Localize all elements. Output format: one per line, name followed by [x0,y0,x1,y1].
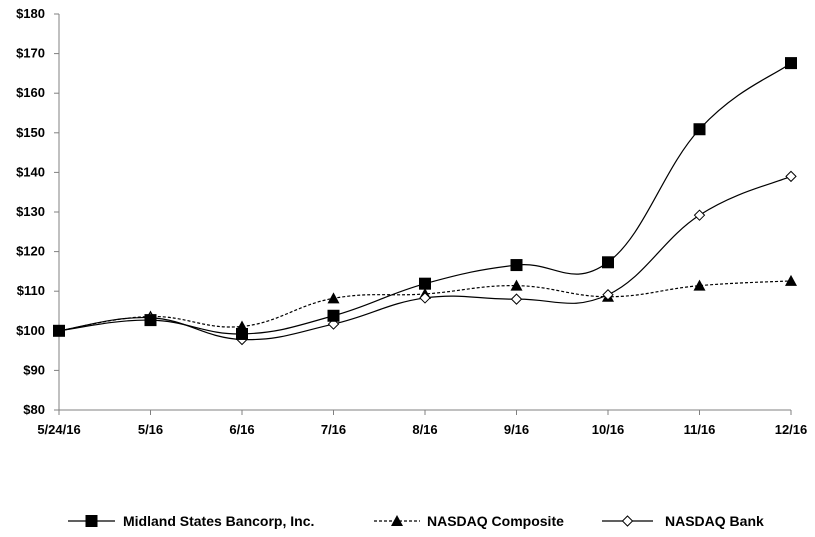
y-tick-label: $110 [17,283,45,298]
x-tick-label: 5/24/16 [37,422,80,437]
x-tick-label: 6/16 [229,422,254,437]
y-tick-label: $80 [23,402,45,417]
y-tick-labels: $80 $90 $100 $110 $120 $130 $140 $150 $160 $170 $1… [16,6,45,417]
x-tick-label: 5/16 [138,422,163,437]
square-marker [327,309,340,322]
y-tick-label: $180 [16,6,45,21]
x-tick-label: 7/16 [321,422,346,437]
triangle-marker [693,279,706,291]
legend-diamond-marker [621,515,634,527]
series-markers [53,57,797,346]
triangle-marker [510,279,523,291]
x-tick-label: 9/16 [504,422,529,437]
diamond-marker [693,209,706,221]
axes [54,13,792,415]
y-tick-label: $170 [16,46,45,61]
x-tick-label: 12/16 [775,422,808,437]
triangle-marker [327,292,340,304]
diamond-marker [419,292,431,304]
legend-square-marker [85,515,98,527]
x-tick-label: 10/16 [592,422,625,437]
square-marker [693,123,706,136]
series-line [58,62,792,335]
legend-triangle-marker [391,515,403,526]
legend: Midland States Bancorp, Inc. NASDAQ Compo… [68,513,764,529]
x-tick-label: 8/16 [412,422,437,437]
diamond-marker [510,293,523,305]
y-tick-label: $130 [16,204,45,219]
y-tick-label: $100 [16,323,45,338]
square-marker [602,256,614,269]
x-tick-labels: 5/24/16 5/16 6/16 7/16 8/16 9/16 10/16 11/16 12/… [37,422,807,437]
y-tick-label: $120 [16,244,45,259]
y-tick-label: $90 [23,362,45,377]
series-line [58,175,792,341]
square-marker [419,277,431,290]
legend-label: NASDAQ Composite [427,513,564,529]
square-marker [53,324,65,337]
square-marker [236,327,248,340]
square-marker [144,314,157,327]
y-tick-label: $160 [16,85,45,100]
diamond-marker [785,170,797,183]
x-tick-label: 11/16 [684,422,716,437]
legend-label: NASDAQ Bank [665,513,764,529]
legend-label: Midland States Bancorp, Inc. [123,513,314,529]
y-tick-label: $150 [16,125,45,140]
y-tick-label: $140 [16,164,45,179]
square-marker [785,57,797,70]
triangle-marker [785,274,797,286]
square-marker [510,259,523,272]
diamond-marker [602,289,614,301]
